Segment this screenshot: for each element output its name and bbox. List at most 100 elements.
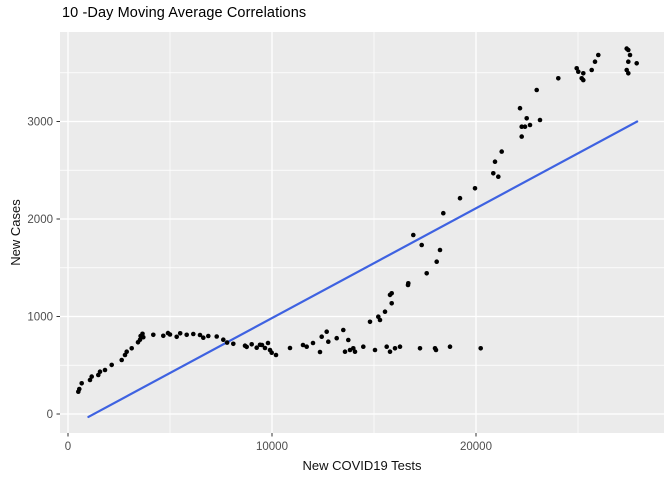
data-point — [556, 76, 561, 81]
data-point — [519, 134, 524, 139]
data-point — [634, 61, 639, 66]
data-point — [596, 52, 601, 58]
data-point — [346, 337, 351, 343]
data-point — [372, 347, 378, 353]
data-point — [491, 171, 496, 176]
data-point — [592, 59, 598, 64]
data-point — [259, 342, 265, 348]
data-point — [102, 367, 108, 373]
trend-line — [87, 120, 639, 419]
x-tick-label: 20000 — [460, 441, 492, 453]
data-point — [184, 332, 189, 338]
data-point — [317, 349, 323, 355]
data-point — [626, 71, 631, 76]
data-point — [351, 346, 356, 351]
data-point — [387, 292, 393, 298]
data-point — [524, 116, 529, 121]
data-point — [137, 337, 143, 343]
x-axis-title: New COVID19 Tests — [303, 458, 422, 473]
data-point — [537, 117, 543, 123]
data-point — [124, 349, 129, 355]
data-point — [387, 349, 393, 355]
data-point — [392, 346, 398, 351]
data-point — [457, 195, 463, 201]
data-point — [576, 69, 581, 74]
data-point — [206, 333, 211, 339]
chart-title: 10 -Day Moving Average Correlations — [62, 5, 307, 21]
data-point — [197, 332, 203, 338]
data-point — [262, 345, 268, 351]
data-point — [79, 381, 84, 386]
data-point — [174, 334, 179, 340]
data-point — [517, 105, 523, 111]
data-point — [377, 317, 383, 323]
x-tick-label: 10000 — [256, 441, 288, 453]
data-point — [254, 345, 259, 351]
data-point — [389, 301, 395, 306]
data-point — [201, 335, 206, 341]
data-point — [384, 344, 390, 350]
data-point — [269, 350, 275, 356]
data-point — [417, 346, 423, 351]
data-point — [492, 159, 498, 164]
data-point — [405, 282, 411, 288]
data-point — [411, 232, 416, 238]
data-point — [527, 122, 533, 128]
data-point — [77, 386, 82, 392]
data-point — [109, 362, 114, 368]
data-point — [441, 210, 446, 216]
y-tick-label: 3000 — [27, 117, 53, 129]
data-point — [496, 174, 501, 179]
data-point — [419, 242, 425, 248]
data-point — [624, 46, 629, 51]
data-point — [119, 357, 124, 363]
data-point — [352, 349, 358, 355]
data-point — [151, 332, 156, 338]
y-axis-title: New Cases — [8, 199, 23, 266]
data-point — [589, 67, 594, 73]
data-point — [499, 149, 505, 154]
data-point — [627, 52, 633, 58]
data-point — [434, 259, 440, 265]
data-point — [231, 341, 236, 347]
data-point — [326, 339, 331, 345]
data-point — [472, 186, 478, 191]
data-point — [177, 331, 183, 336]
data-point — [161, 333, 166, 339]
data-point — [310, 340, 316, 346]
data-point — [214, 334, 219, 339]
data-point — [167, 332, 173, 337]
data-point — [221, 337, 226, 343]
data-point — [522, 124, 528, 129]
data-point — [97, 369, 103, 375]
plot-panel — [60, 32, 664, 433]
data-point — [397, 344, 403, 350]
data-point — [519, 124, 524, 129]
data-point — [224, 340, 230, 345]
data-point — [424, 271, 430, 276]
data-point — [273, 352, 279, 358]
data-point — [581, 71, 586, 76]
y-tick-label: 2000 — [27, 214, 53, 226]
data-point — [334, 335, 340, 341]
data-point — [478, 346, 484, 351]
data-point — [581, 77, 586, 83]
y-tick-label: 1000 — [27, 311, 53, 323]
data-point — [265, 340, 271, 346]
data-point — [367, 319, 373, 325]
y-tick-label: 0 — [47, 409, 53, 421]
data-point — [324, 329, 330, 335]
data-point — [361, 344, 366, 350]
data-point — [341, 327, 346, 333]
data-point — [342, 349, 348, 355]
data-point — [534, 87, 539, 93]
data-point — [89, 374, 94, 379]
data-point — [319, 334, 325, 340]
data-point — [304, 344, 310, 350]
data-point — [287, 345, 293, 351]
data-point — [447, 344, 453, 350]
data-point — [382, 309, 388, 315]
data-point — [244, 344, 249, 350]
